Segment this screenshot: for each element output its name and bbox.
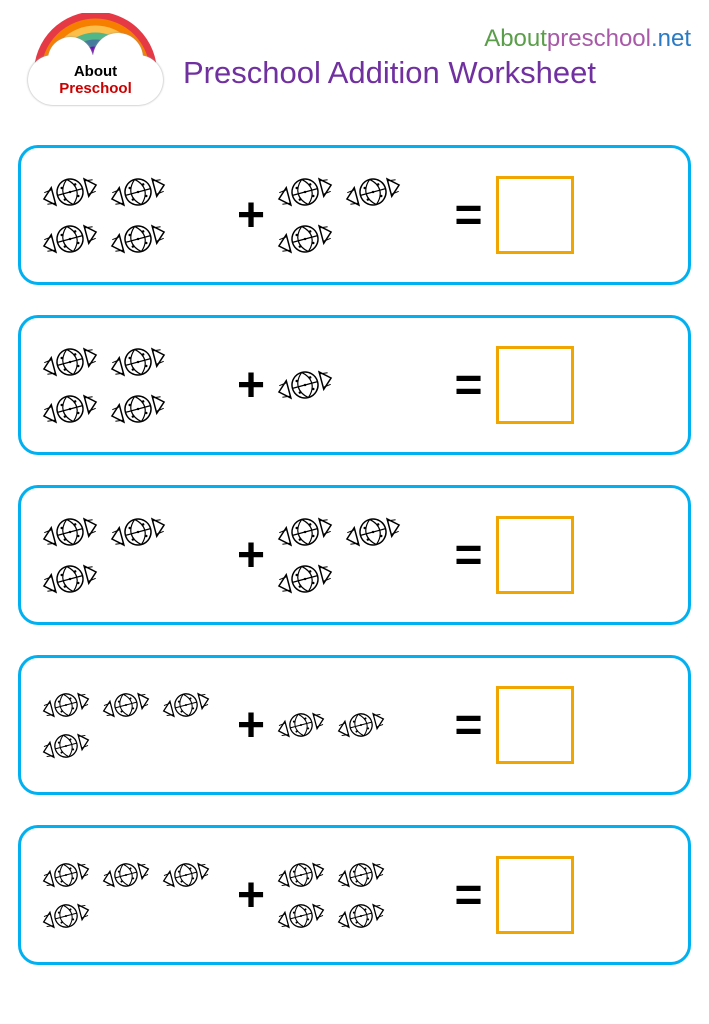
- candy-icon: [109, 511, 167, 553]
- right-operand: [276, 364, 441, 406]
- answer-box[interactable]: [496, 686, 574, 764]
- plus-operator: +: [226, 358, 276, 413]
- problem-row: +: [18, 485, 691, 625]
- candy-icon: [276, 558, 334, 600]
- problems-container: +: [18, 145, 691, 965]
- candy-icon: [41, 341, 99, 383]
- candy-icon: [109, 218, 167, 260]
- candy-icon: [276, 511, 334, 553]
- candy-icon: [336, 707, 386, 743]
- problem-row: +: [18, 145, 691, 285]
- candy-icon: [41, 898, 91, 934]
- answer-box[interactable]: [496, 516, 574, 594]
- candy-icon: [276, 364, 334, 406]
- candy-icon: [344, 511, 402, 553]
- candy-icon: [41, 171, 99, 213]
- plus-operator: +: [226, 698, 276, 753]
- problem-row: +: [18, 825, 691, 965]
- url-part3: .net: [651, 25, 691, 52]
- problem-row: + =: [18, 315, 691, 455]
- candy-icon: [276, 171, 334, 213]
- candy-icon: [41, 857, 91, 893]
- url-part2: preschool: [547, 25, 651, 52]
- worksheet-title: Preschool Addition Worksheet: [183, 55, 691, 91]
- site-url: Aboutpreschool.net: [183, 25, 691, 53]
- candy-icon: [41, 687, 91, 723]
- logo-preschool-text: Preschool: [59, 80, 132, 97]
- answer-box[interactable]: [496, 856, 574, 934]
- left-operand: [41, 687, 226, 764]
- candy-icon: [41, 218, 99, 260]
- right-operand: [276, 707, 441, 743]
- candy-icon: [276, 707, 326, 743]
- candy-icon: [161, 687, 211, 723]
- equals-operator: =: [441, 698, 496, 753]
- plus-operator: +: [226, 528, 276, 583]
- candy-icon: [109, 341, 167, 383]
- plus-operator: +: [226, 868, 276, 923]
- candy-icon: [276, 857, 326, 893]
- candy-icon: [41, 388, 99, 430]
- candy-icon: [109, 171, 167, 213]
- left-operand: [41, 857, 226, 934]
- left-operand: [41, 511, 226, 600]
- equals-operator: =: [441, 358, 496, 413]
- candy-icon: [276, 218, 334, 260]
- worksheet-header: About Preschool Aboutpreschool.net Presc…: [18, 10, 691, 105]
- plus-operator: +: [226, 188, 276, 243]
- equals-operator: =: [441, 528, 496, 583]
- problem-row: + =: [18, 655, 691, 795]
- answer-box[interactable]: [496, 346, 574, 424]
- candy-icon: [101, 687, 151, 723]
- answer-box[interactable]: [496, 176, 574, 254]
- logo-text: About Preschool: [18, 64, 173, 97]
- candy-icon: [101, 857, 151, 893]
- candy-icon: [41, 728, 91, 764]
- candy-icon: [109, 388, 167, 430]
- url-part1: About: [484, 25, 547, 52]
- candy-icon: [344, 171, 402, 213]
- header-right: Aboutpreschool.net Preschool Addition Wo…: [183, 25, 691, 91]
- logo: About Preschool: [18, 10, 173, 105]
- equals-operator: =: [441, 868, 496, 923]
- candy-icon: [276, 898, 326, 934]
- left-operand: [41, 171, 226, 260]
- candy-icon: [161, 857, 211, 893]
- right-operand: [276, 171, 441, 260]
- candy-icon: [41, 511, 99, 553]
- logo-about-text: About: [74, 63, 117, 80]
- candy-icon: [41, 558, 99, 600]
- candy-icon: [336, 898, 386, 934]
- candy-icon: [336, 857, 386, 893]
- right-operand: [276, 511, 441, 600]
- right-operand: [276, 857, 441, 934]
- left-operand: [41, 341, 226, 430]
- equals-operator: =: [441, 188, 496, 243]
